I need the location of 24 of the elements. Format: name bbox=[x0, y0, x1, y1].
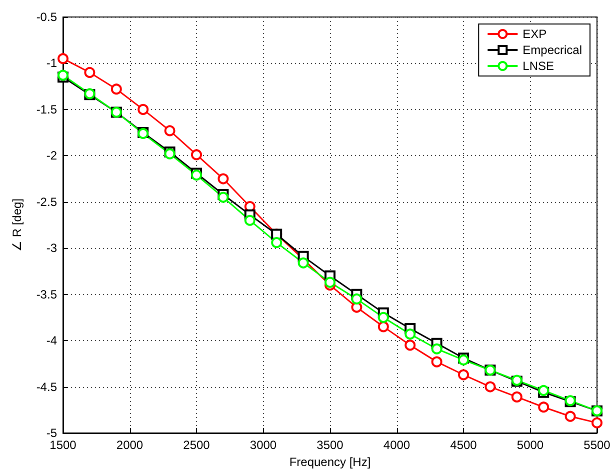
y-tick-label: -2.5 bbox=[36, 194, 58, 209]
y-tick-label: -0.5 bbox=[36, 10, 58, 24]
y-tick-label: -5 bbox=[46, 426, 58, 440]
legend-label: EXP bbox=[522, 27, 547, 41]
y-tick-label: -1 bbox=[46, 56, 58, 70]
y-tick-label: -1.5 bbox=[36, 102, 58, 116]
x-tick-label: 3500 bbox=[316, 438, 344, 452]
x-axis-title: Frequency [Hz] bbox=[289, 454, 371, 469]
x-tick-label: 2500 bbox=[183, 438, 210, 452]
legend-label: LNSE bbox=[522, 59, 554, 73]
x-tick-label: 1500 bbox=[50, 438, 77, 452]
y-tick-label: -3.5 bbox=[36, 287, 58, 302]
x-tick-label: 2000 bbox=[116, 438, 144, 452]
y-tick-label: -4.5 bbox=[36, 380, 58, 394]
x-tick-label: 4500 bbox=[450, 438, 478, 452]
y-tick-label: -2 bbox=[46, 148, 58, 163]
x-tick-label: 4000 bbox=[383, 438, 410, 452]
y-tick-label: -4 bbox=[46, 334, 58, 348]
legend-label: Empecrical bbox=[522, 43, 582, 57]
x-tick-label: 3000 bbox=[250, 438, 277, 452]
y-tick-label: -3 bbox=[46, 241, 58, 256]
y-axis-title: ∠ R [deg] bbox=[10, 198, 24, 252]
x-tick-label: 5000 bbox=[516, 438, 544, 452]
x-tick-label: 5500 bbox=[584, 438, 611, 452]
